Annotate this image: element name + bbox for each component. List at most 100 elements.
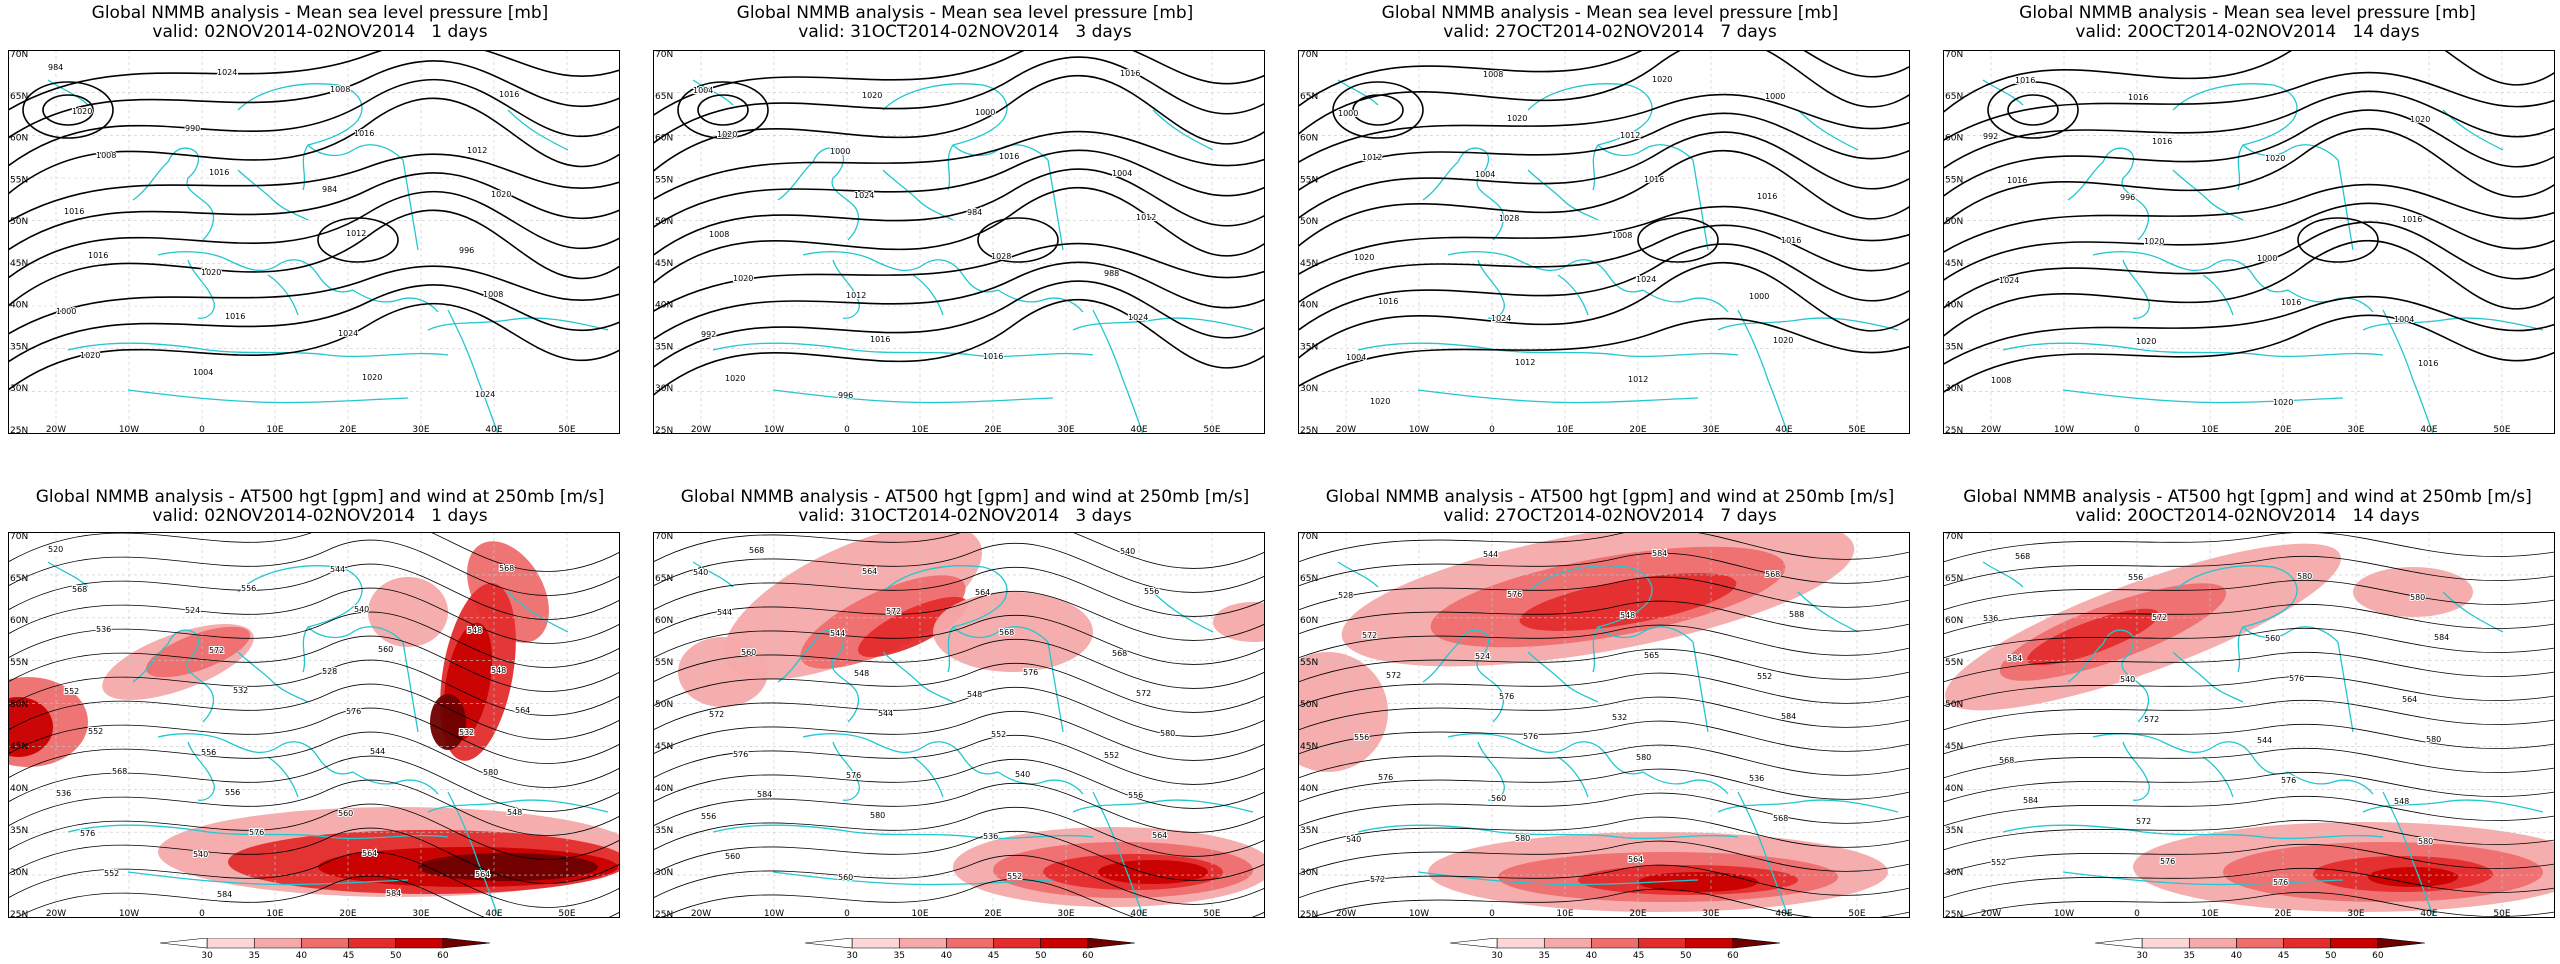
- colorbar-swatch: [993, 937, 1042, 949]
- lon-tick-label: 30E: [1702, 425, 1719, 434]
- colorbar-tick-label: 35: [249, 951, 260, 960]
- mslp-map-3: 1000 1004 1008 1000 1004 1008 1012 1016 1020 1024…: [1298, 50, 1910, 434]
- lon-tick-label: 40E: [1130, 909, 1147, 918]
- wind-shading-area: [368, 577, 448, 647]
- colorbar-tick-label: 50: [2325, 951, 2337, 960]
- contour-label: 996: [2120, 193, 2135, 202]
- lon-tick-label: 50E: [558, 425, 575, 434]
- lon-tick-label: 40E: [485, 909, 502, 918]
- contour-label: 564: [862, 567, 877, 576]
- colorbar-tick-label: 30: [2136, 951, 2148, 960]
- contour-label: 556: [1128, 791, 1143, 800]
- contour-label: 1020: [362, 373, 382, 382]
- contour-label: 1000: [1338, 109, 1358, 118]
- lat-tick-label: 70N: [10, 50, 28, 60]
- contour-label: 1016: [2152, 137, 2172, 146]
- contour-label: 1020: [1507, 114, 1527, 123]
- lat-tick-label: 60N: [1945, 134, 1963, 144]
- contour-label: 1016: [2015, 76, 2035, 85]
- lon-tick-label: 0: [199, 909, 205, 918]
- lon-tick-label: 10E: [2201, 909, 2218, 918]
- mslp-map-1: 984 990 984 996 1000 1004 1008 1012 1016 1020 1024…: [8, 50, 620, 434]
- lat-tick-label: 30N: [1945, 384, 1963, 394]
- contour-label: 1016: [225, 312, 245, 321]
- contour-label: 1024: [217, 68, 237, 77]
- lat-tick-label: 60N: [655, 134, 673, 144]
- lat-tick-label: 25N: [1300, 910, 1318, 918]
- colorbar-tick-label: 45: [2278, 951, 2289, 960]
- lon-tick-label: 10W: [764, 909, 784, 918]
- lat-tick-label: 50N: [655, 700, 673, 710]
- colorbar-tick-label: 60: [2372, 951, 2384, 960]
- coastlines: [692, 79, 1254, 434]
- contour-label: 576: [2273, 878, 2288, 887]
- contour-label: 564: [1152, 831, 1167, 840]
- contour-label: 556: [1354, 733, 1369, 742]
- contour-label: 576: [2281, 776, 2296, 785]
- contour-label: 1016: [1644, 175, 1664, 184]
- contour-label: 1020: [2410, 115, 2430, 124]
- map-canvas: 536 540 544 548 552 556 560 564 568 572 576 580 584 5…: [1943, 532, 2555, 918]
- lon-tick-label: 30E: [1702, 909, 1719, 918]
- lat-tick-label: 60N: [1300, 134, 1318, 144]
- contour-label: 568: [1773, 814, 1788, 823]
- colorbar-tick-label: 35: [894, 951, 905, 960]
- contour-label: 1016: [209, 168, 229, 177]
- contour-label: 1016: [64, 207, 84, 216]
- lat-tick-label: 65N: [10, 574, 28, 584]
- lat-tick-label: 70N: [655, 50, 673, 60]
- contour-label: 584: [217, 890, 232, 899]
- lat-tick-label: 70N: [1300, 50, 1318, 60]
- contour-label: 996: [459, 246, 474, 255]
- lat-tick-label: 30N: [10, 384, 28, 394]
- colorbar-swatch: [2141, 937, 2190, 949]
- colorbar-swatch: [804, 937, 853, 949]
- contour-label: 1008: [330, 85, 350, 94]
- z500-wind-map-2: 540 544 548 552 556 560 564 568 572 576 536 540 544 5…: [653, 532, 1265, 918]
- contour-label: 568: [72, 585, 87, 594]
- colorbar-swatch: [1543, 937, 1592, 949]
- lon-tick-label: 30E: [412, 909, 429, 918]
- colorbar-swatch: [898, 937, 947, 949]
- contour-label: 576: [1378, 773, 1393, 782]
- contour-label: 544: [878, 709, 893, 718]
- colorbar-tick-label: 50: [1035, 951, 1047, 960]
- contour-label: 1000: [1749, 292, 1769, 301]
- lon-tick-label: 40E: [1775, 425, 1792, 434]
- contour-label: 548: [1620, 611, 1635, 620]
- contour-label: 540: [193, 850, 208, 859]
- lat-tick-label: 30N: [655, 868, 673, 878]
- colorbar-swatch: [1087, 937, 1136, 949]
- contour-label: 572: [2144, 715, 2159, 724]
- lat-lon-grid: [653, 50, 1265, 434]
- contour-label: 580: [870, 811, 885, 820]
- lon-tick-label: 30E: [1057, 909, 1074, 918]
- contour-label: 524: [185, 606, 200, 615]
- wind-colorbar-3: 30 35 40 45 50 60: [1449, 937, 1781, 961]
- wind-colorbar-1: 30 35 40 45 50 60: [159, 937, 491, 961]
- lon-tick-label: 50E: [1203, 909, 1220, 918]
- contour-label: 548: [467, 626, 482, 635]
- contour-label: 568: [749, 546, 764, 555]
- axis-labels: 70N 65N 60N 55N 50N 45N 40N 35N 30N 25N 20W 10W 0 10E…: [655, 532, 1221, 918]
- contour-label: 540: [1346, 835, 1361, 844]
- contour-label: 1020: [491, 190, 511, 199]
- map-canvas: 540 544 548 552 556 560 564 568 572 576 536 540 544 5…: [653, 532, 1265, 918]
- axis-labels: 70N 65N 60N 55N 50N 45N 40N 35N 30N 25N 20W 10W 0 10E…: [655, 50, 1221, 434]
- wind-shading-area: [933, 592, 1093, 672]
- contour-label: 528: [1338, 591, 1353, 600]
- wind-speed-shading: [1945, 543, 2555, 912]
- contour-label: 1004: [1346, 353, 1366, 362]
- z500-wind-map-3: 528 524 532 536 540 544 548 552 556 560 564 568 572 5…: [1298, 532, 1910, 918]
- lon-tick-label: 0: [844, 909, 850, 918]
- lon-tick-label: 10E: [1556, 909, 1573, 918]
- contour-label: 568: [999, 628, 1014, 637]
- contour-label: 988: [1104, 269, 1119, 278]
- lat-tick-label: 35N: [655, 342, 673, 352]
- lat-tick-label: 55N: [1300, 658, 1318, 668]
- panel-title-mslp-1: Global NMMB analysis - Mean sea level pr…: [91, 3, 549, 42]
- lon-tick-label: 20W: [1336, 909, 1356, 918]
- lon-tick-label: 40E: [1775, 909, 1792, 918]
- colorbar-tick-label: 45: [1633, 951, 1644, 960]
- colorbar-tick-label: 40: [1586, 951, 1598, 960]
